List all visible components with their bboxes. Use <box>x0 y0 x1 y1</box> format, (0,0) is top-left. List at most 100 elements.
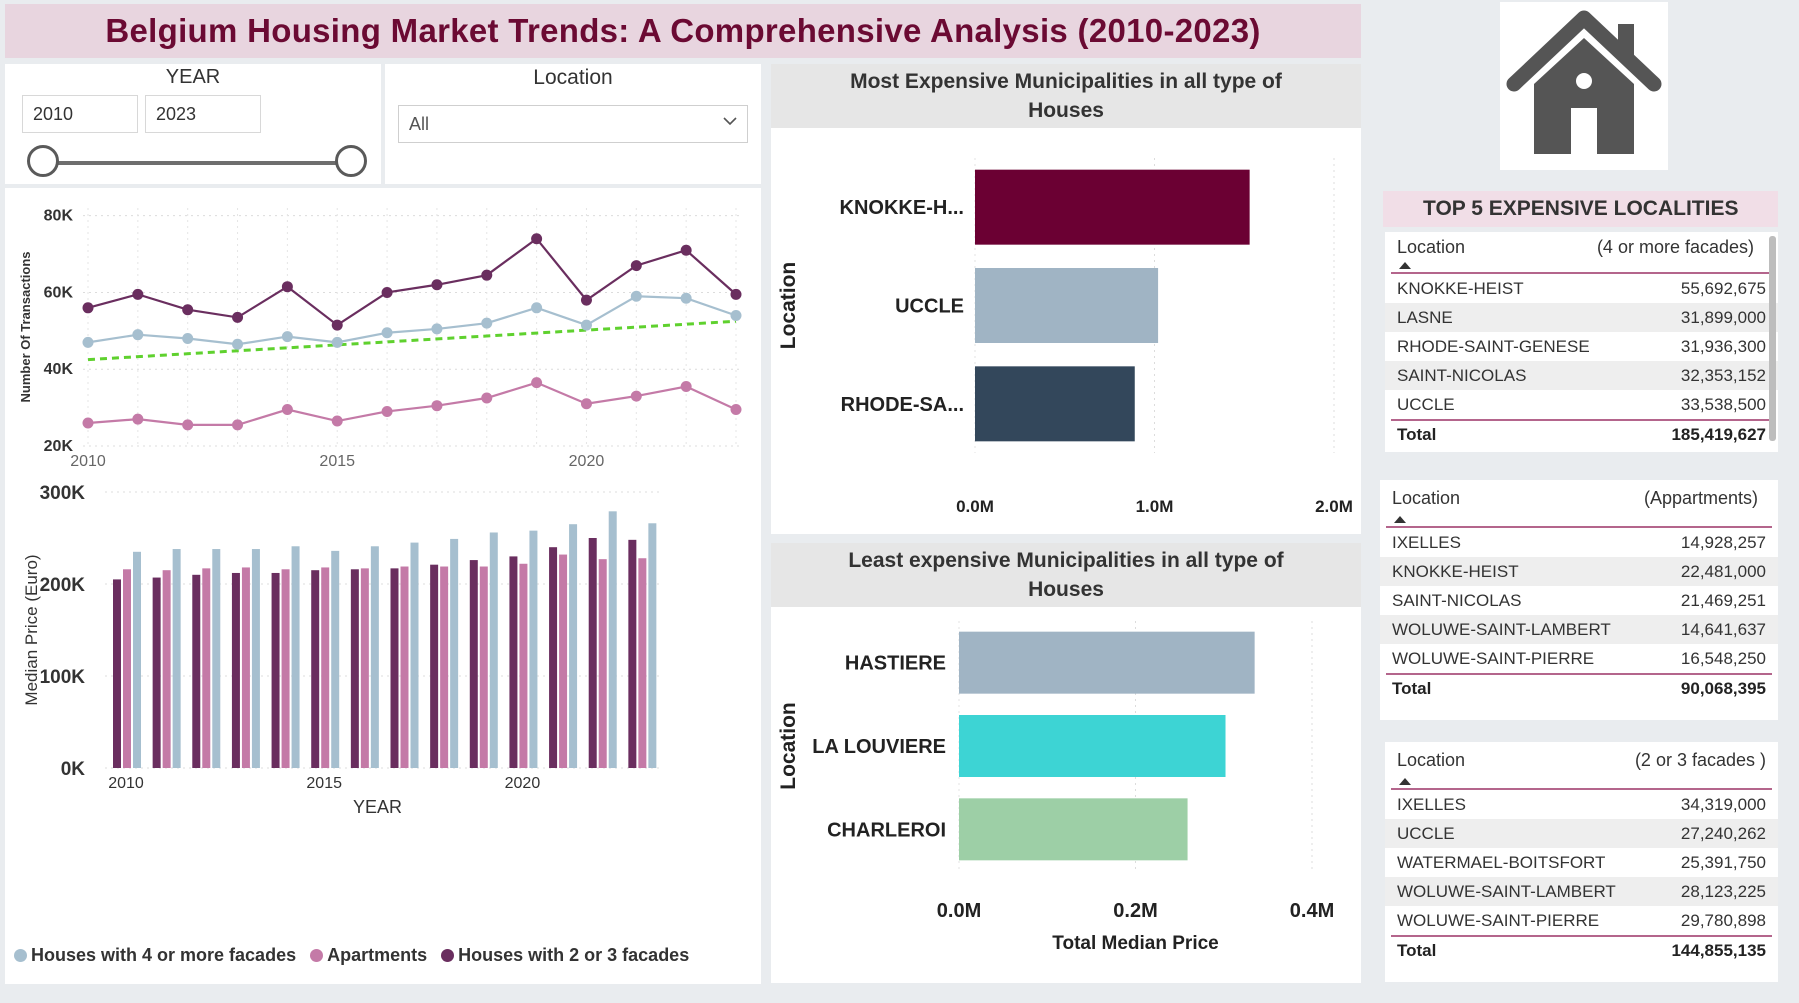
bar-la-louviere[interactable] <box>959 715 1226 777</box>
data-point-apartments[interactable] <box>431 400 443 412</box>
data-point-apartments[interactable] <box>82 417 94 429</box>
data-point-apartments[interactable] <box>680 381 692 392</box>
year-slider-track[interactable] <box>43 161 353 165</box>
bar-apartments[interactable] <box>400 566 409 768</box>
data-point-apartments[interactable] <box>281 404 293 416</box>
bar-houses23[interactable] <box>231 572 240 768</box>
location-dropdown[interactable]: All <box>398 105 748 143</box>
bar-houses23[interactable] <box>628 539 637 768</box>
bar-apartments[interactable] <box>638 558 647 768</box>
bar-houses4[interactable] <box>172 549 181 768</box>
bar-houses4[interactable] <box>331 550 340 768</box>
year-from-input[interactable]: 2010 <box>22 95 138 133</box>
table-row[interactable]: UCCLE 27,240,262 <box>1385 819 1778 848</box>
data-point-houses23[interactable] <box>730 288 742 300</box>
table-row[interactable]: UCCLE 33,538,500 <box>1385 390 1778 419</box>
bar-apartments[interactable] <box>281 569 290 768</box>
data-point-houses4[interactable] <box>331 336 343 348</box>
data-point-houses4[interactable] <box>281 331 293 343</box>
data-point-houses23[interactable] <box>381 286 393 298</box>
data-point-apartments[interactable] <box>331 415 343 427</box>
bar-houses23[interactable] <box>469 560 478 768</box>
bar-apartments[interactable] <box>241 567 250 768</box>
bar-houses4[interactable] <box>133 551 141 768</box>
data-point-houses4[interactable] <box>132 329 144 341</box>
bar-houses23[interactable] <box>271 572 280 768</box>
data-point-houses4[interactable] <box>730 309 742 321</box>
data-point-houses23[interactable] <box>630 260 642 272</box>
data-point-houses4[interactable] <box>580 319 592 331</box>
table-row[interactable]: SAINT-NICOLAS 32,353,152 <box>1385 361 1778 390</box>
data-point-apartments[interactable] <box>531 377 543 389</box>
table-col-value[interactable]: (Appartments) <box>1643 487 1758 508</box>
data-point-apartments[interactable] <box>580 398 592 410</box>
data-point-apartments[interactable] <box>481 392 493 404</box>
bar-houses23[interactable] <box>311 570 320 768</box>
data-point-houses4[interactable] <box>630 290 642 302</box>
table-row[interactable]: SAINT-NICOLAS 21,469,251 <box>1380 586 1778 615</box>
table-row[interactable]: IXELLES 34,319,000 <box>1385 790 1778 819</box>
data-point-apartments[interactable] <box>232 419 244 431</box>
data-point-houses4[interactable] <box>182 333 194 345</box>
bar-uccle[interactable] <box>975 268 1159 343</box>
bar-knokke-h-[interactable] <box>975 169 1250 245</box>
bar-houses4[interactable] <box>608 511 617 768</box>
table-row[interactable]: WOLUWE-SAINT-LAMBERT 28,123,225 <box>1385 877 1778 906</box>
table-col-value[interactable]: (4 or more facades) <box>1596 236 1754 257</box>
bar-apartments[interactable] <box>598 559 607 768</box>
year-slider-end-handle[interactable] <box>335 145 367 177</box>
bar-apartments[interactable] <box>559 554 568 768</box>
bar-houses23[interactable] <box>152 577 161 768</box>
data-point-apartments[interactable] <box>381 405 393 417</box>
bar-apartments[interactable] <box>519 563 528 768</box>
table-col-location[interactable]: Location <box>1397 749 1466 770</box>
data-point-houses4[interactable] <box>82 336 94 348</box>
bar-houses4[interactable] <box>529 530 538 768</box>
data-point-houses23[interactable] <box>182 304 194 316</box>
data-point-houses23[interactable] <box>82 302 94 314</box>
bar-apartments[interactable] <box>123 569 131 768</box>
data-point-apartments[interactable] <box>730 404 742 416</box>
bar-houses4[interactable] <box>410 542 419 768</box>
bar-houses23[interactable] <box>588 538 597 768</box>
data-point-houses4[interactable] <box>680 292 692 304</box>
data-point-houses23[interactable] <box>680 244 692 256</box>
table-row[interactable]: WOLUWE-SAINT-LAMBERT 14,641,637 <box>1380 615 1778 644</box>
sort-asc-icon[interactable] <box>1385 262 1778 272</box>
data-point-houses4[interactable] <box>232 338 244 350</box>
year-slider-start-handle[interactable] <box>27 145 59 177</box>
table-scrollbar[interactable] <box>1769 236 1776 441</box>
data-point-houses4[interactable] <box>481 317 493 329</box>
table-row[interactable]: WOLUWE-SAINT-PIERRE 16,548,250 <box>1380 644 1778 673</box>
bar-apartments[interactable] <box>479 566 488 768</box>
bar-houses23[interactable] <box>113 579 121 768</box>
bar-rhode-sa-[interactable] <box>975 366 1135 442</box>
data-point-houses4[interactable] <box>531 302 543 314</box>
bar-houses4[interactable] <box>251 549 260 768</box>
table-col-value[interactable]: (2 or 3 facades ) <box>1634 749 1766 770</box>
table-col-location[interactable]: Location <box>1392 487 1461 508</box>
legend-item[interactable]: Houses with 4 or more facades <box>14 945 296 966</box>
data-point-apartments[interactable] <box>182 419 194 431</box>
data-point-apartments[interactable] <box>630 390 642 402</box>
bar-houses4[interactable] <box>370 546 379 768</box>
bar-houses23[interactable] <box>509 556 518 768</box>
table-row[interactable]: KNOKKE-HEIST 55,692,675 <box>1385 274 1778 303</box>
bar-apartments[interactable] <box>440 566 449 768</box>
bar-houses23[interactable] <box>430 564 439 768</box>
bar-houses23[interactable] <box>350 569 359 768</box>
table-row[interactable]: RHODE-SAINT-GENESE 31,936,300 <box>1385 332 1778 361</box>
data-point-houses23[interactable] <box>132 288 144 300</box>
table-row[interactable]: KNOKKE-HEIST 22,481,000 <box>1380 557 1778 586</box>
bar-apartments[interactable] <box>162 570 171 768</box>
data-point-apartments[interactable] <box>132 413 144 425</box>
bar-houses4[interactable] <box>450 538 459 768</box>
bar-hastiere[interactable] <box>959 631 1255 694</box>
table-row[interactable]: WATERMAEL-BOITSFORT 25,391,750 <box>1385 848 1778 877</box>
table-row[interactable]: LASNE 31,899,000 <box>1385 303 1778 332</box>
bar-apartments[interactable] <box>360 568 369 768</box>
data-point-houses23[interactable] <box>232 311 244 323</box>
bar-houses4[interactable] <box>212 549 221 768</box>
data-point-houses23[interactable] <box>580 294 592 306</box>
bar-houses23[interactable] <box>549 547 558 768</box>
